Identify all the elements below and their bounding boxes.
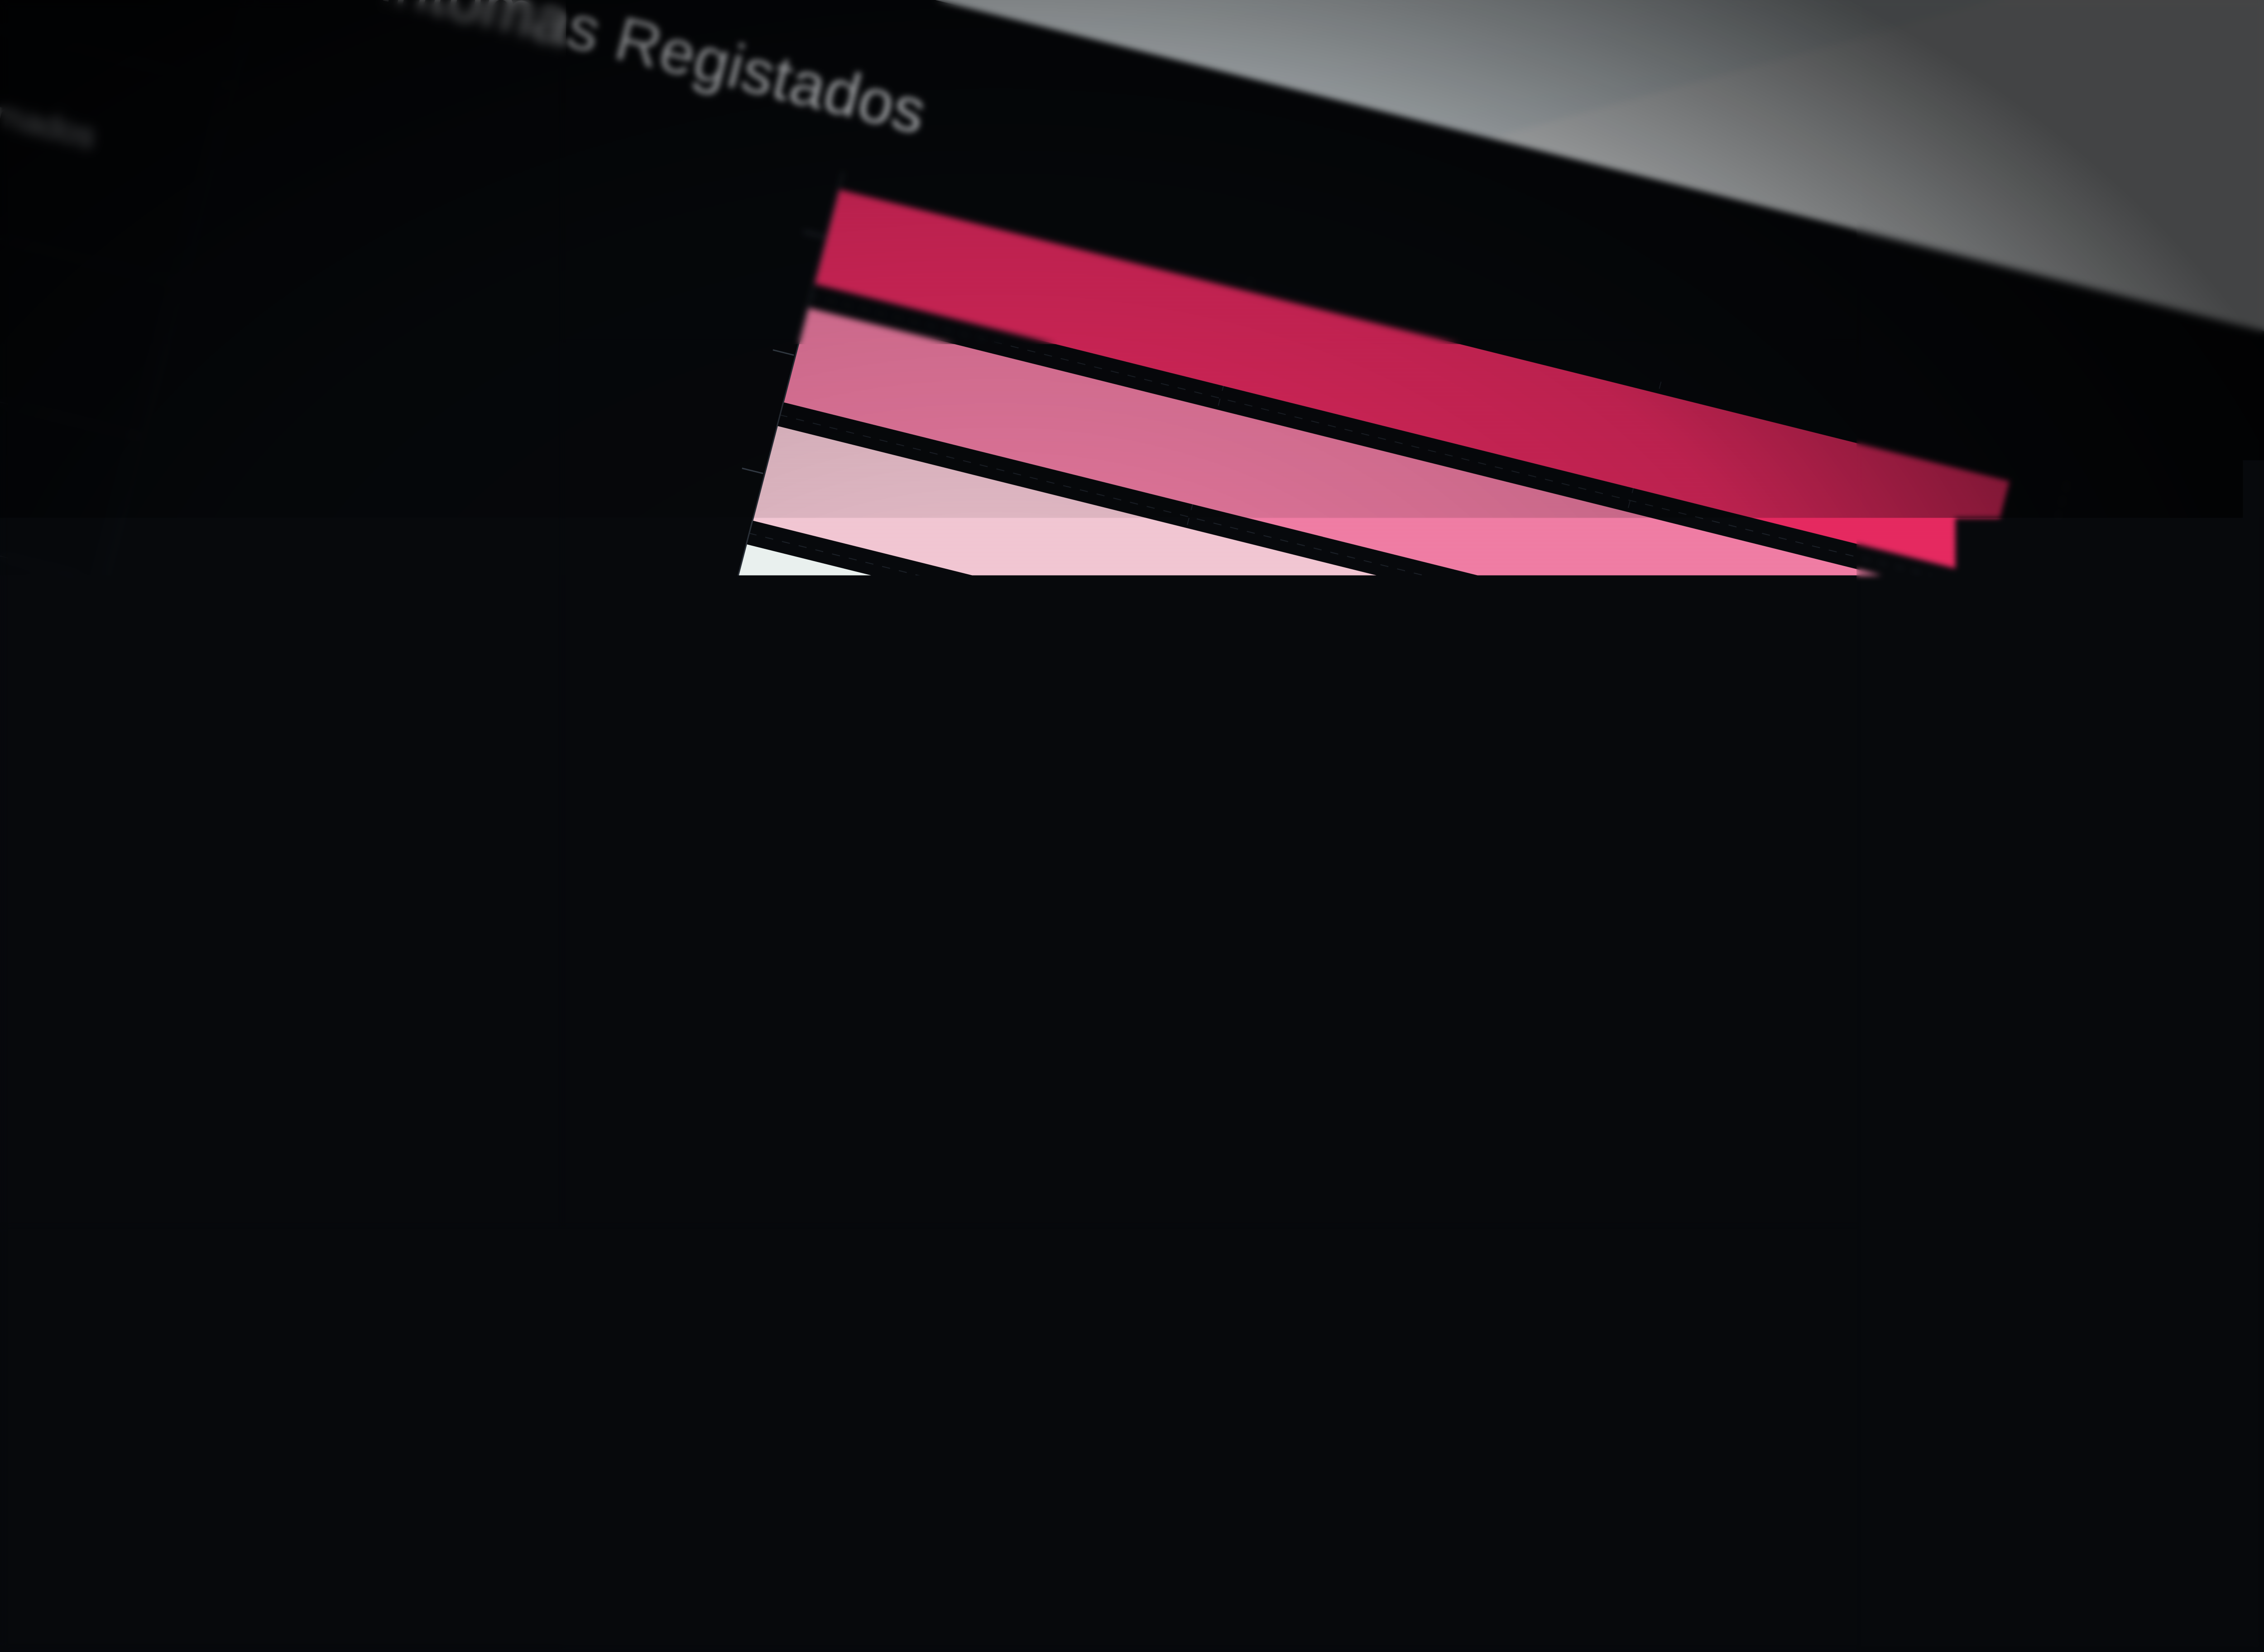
sidebar-heading: mados [0, 94, 100, 156]
bar-value-label: 3,908 [1819, 846, 1895, 894]
sidebar-divider [0, 348, 145, 438]
monitor-screen: mados o Gaia ção ão de Casos Suspeitos [0, 0, 2264, 1652]
axis-tick [804, 231, 825, 238]
sidebar-divider [0, 195, 185, 285]
axis-tick [619, 941, 640, 948]
axis-tick [680, 704, 701, 711]
bar-value-label: 4,280 [2014, 517, 2090, 565]
sidebar-divider [0, 493, 108, 583]
main-panel: Sintomas Registados [0, 0, 2264, 1652]
bar-value-label: 4,326 [1965, 757, 2041, 805]
sidebar-card[interactable] [0, 687, 27, 865]
sidebar-divider [0, 0, 237, 88]
bar-category-label: Anosmia [1232, 1078, 1346, 1136]
sidebar-divider [0, 633, 71, 723]
bar-value-label: 3,210 [1598, 917, 1674, 965]
axis-tick [711, 586, 732, 593]
bar-value-label: 4,094 [1932, 623, 2008, 671]
bar-value-label: 2,372 [1338, 979, 1414, 1027]
photo-stage: mados o Gaia ção ão de Casos Suspeitos [0, 0, 2264, 1652]
axis-tick [742, 468, 763, 475]
dashboard-app: mados o Gaia ção ão de Casos Suspeitos [0, 0, 2264, 1652]
axis-tick [649, 822, 671, 829]
tab-grupo-etario-box[interactable] [1256, 1411, 1856, 1652]
axis-tick [772, 349, 794, 356]
